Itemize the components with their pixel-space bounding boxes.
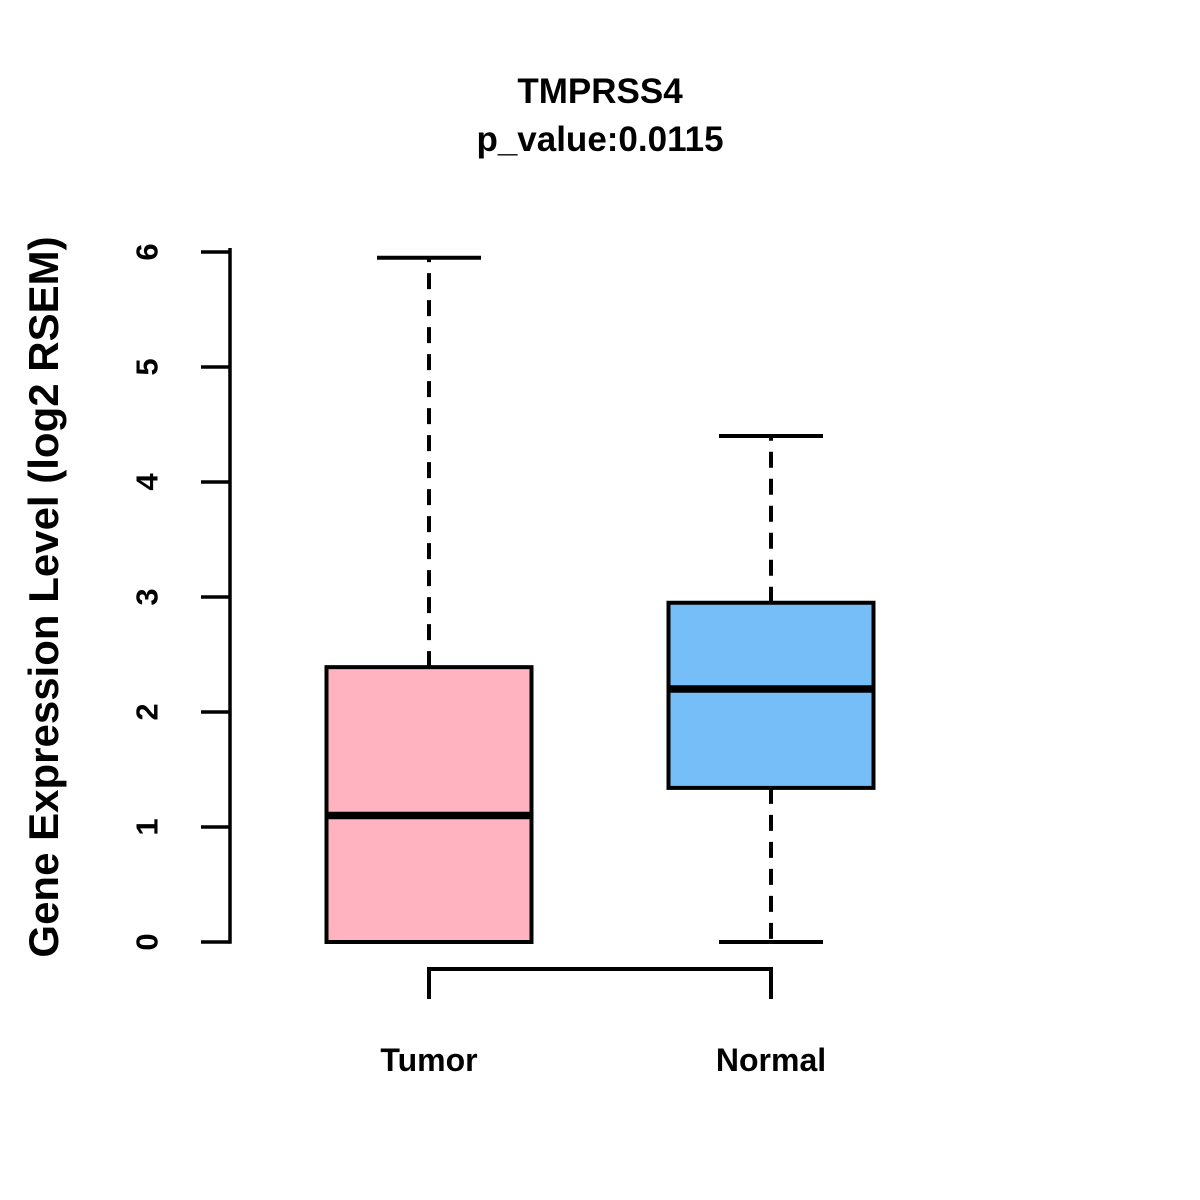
y-axis-tick-label: 6: [130, 243, 165, 260]
y-axis-tick-label: 4: [130, 473, 165, 491]
x-tick-label-tumor: Tumor: [380, 1042, 478, 1078]
y-axis-tick-label: 2: [130, 703, 165, 720]
y-axis-tick-label: 1: [130, 818, 165, 835]
box-tumor: [324, 665, 534, 945]
y-axis-tick-label: 5: [130, 358, 165, 375]
significance-bracket: [427, 967, 773, 999]
chart-title: TMPRSS4: [517, 72, 683, 111]
y-axis-tick-label: 3: [130, 588, 165, 605]
box-normal: [666, 600, 876, 790]
y-axis-tick-label: 0: [130, 933, 165, 950]
chart-subtitle: p_value:0.0115: [476, 120, 724, 159]
x-tick-label-normal: Normal: [715, 1042, 827, 1078]
